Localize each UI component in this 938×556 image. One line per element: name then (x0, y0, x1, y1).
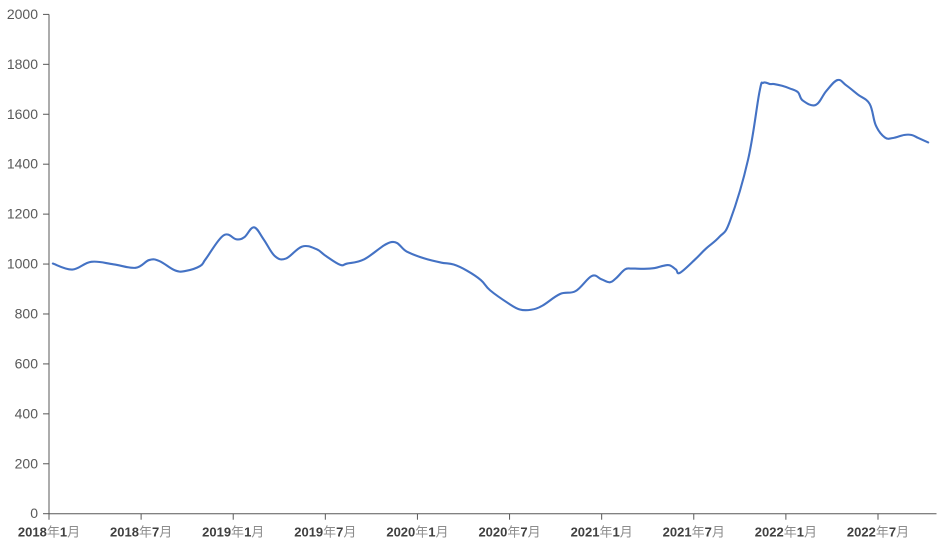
svg-text:1800: 1800 (7, 56, 38, 72)
svg-text:2022年7月: 2022年7月 (847, 525, 909, 540)
svg-text:2020年1月: 2020年1月 (386, 525, 448, 540)
svg-text:2018年7月: 2018年7月 (110, 525, 172, 540)
svg-text:600: 600 (15, 355, 39, 371)
svg-text:2000: 2000 (7, 6, 38, 22)
svg-text:400: 400 (15, 405, 39, 421)
svg-text:1600: 1600 (7, 106, 38, 122)
svg-text:2019年1月: 2019年1月 (202, 525, 264, 540)
svg-text:1200: 1200 (7, 206, 38, 222)
svg-text:1400: 1400 (7, 156, 38, 172)
svg-text:0: 0 (30, 505, 38, 521)
svg-text:2020年7月: 2020年7月 (478, 525, 540, 540)
svg-text:800: 800 (15, 305, 39, 321)
svg-text:2021年1月: 2021年1月 (571, 525, 633, 540)
svg-text:2021年7月: 2021年7月 (663, 525, 725, 540)
svg-text:2022年1月: 2022年1月 (755, 525, 817, 540)
svg-text:200: 200 (15, 455, 39, 471)
svg-text:2018年1月: 2018年1月 (18, 525, 80, 540)
svg-text:1000: 1000 (7, 256, 38, 272)
svg-text:2019年7月: 2019年7月 (294, 525, 356, 540)
